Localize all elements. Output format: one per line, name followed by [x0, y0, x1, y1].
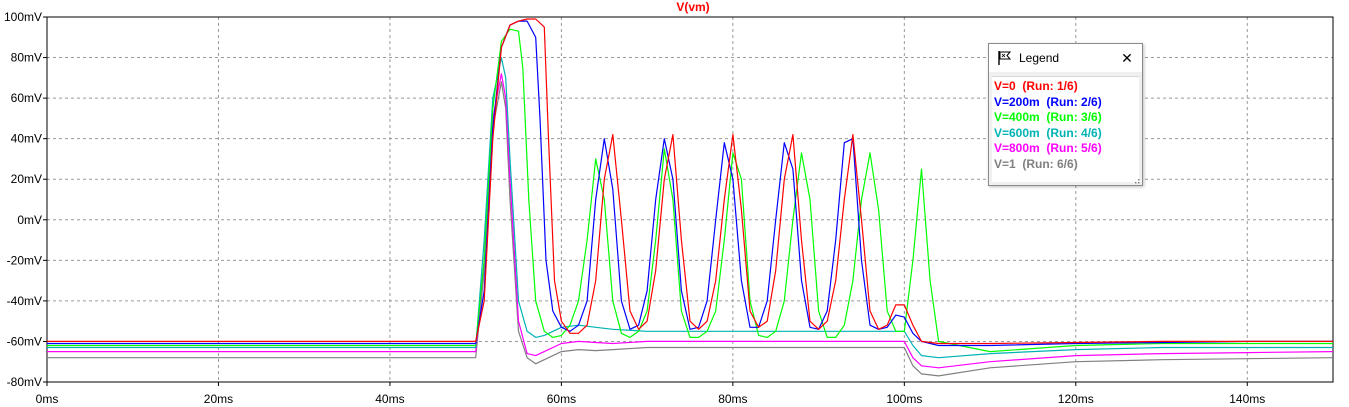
- x-tick-label: 100ms: [886, 392, 922, 406]
- y-tick-label: 40mV: [11, 132, 42, 146]
- x-tick-label: 20ms: [204, 392, 233, 406]
- series-line-V=400m: [47, 28, 1333, 353]
- legend-entry: V=200m (Run: 2/6): [994, 94, 1102, 109]
- x-tick-label: 60ms: [547, 392, 576, 406]
- y-tick-label: 20mV: [11, 172, 42, 186]
- chart-title: V(vm): [676, 0, 709, 14]
- close-icon[interactable]: ✕: [1118, 49, 1136, 67]
- y-tick-label: -80mV: [7, 375, 42, 389]
- series-line-V=600m: [47, 57, 1333, 359]
- y-axis-ticks: -80mV -60mV -40mV -20mV 0mV 20mV 40mV 60mV 80mV 1…: [4, 10, 47, 389]
- legend-entry: V=800m (Run: 5/6): [994, 141, 1102, 155]
- series-layer: [47, 18, 1334, 377]
- y-tick-label: -40mV: [7, 294, 42, 308]
- legend-entry: V=600m (Run: 4/6): [994, 125, 1102, 140]
- legend-titlebar[interactable]: Legend ✕: [989, 44, 1142, 72]
- x-tick-label: 120ms: [1058, 392, 1094, 406]
- y-tick-label: -60mV: [7, 334, 42, 348]
- x-tick-label: 0ms: [36, 392, 59, 406]
- x-tick-label: 140ms: [1229, 392, 1265, 406]
- legend-flag-icon: [998, 51, 1012, 65]
- legend-entry: V=400m (Run: 3/6): [994, 110, 1102, 124]
- legend-window[interactable]: Legend ✕ V=0 (Run: 1/6) V=200m (Run: 2/6)…: [988, 43, 1143, 186]
- y-tick-label: -20mV: [7, 253, 42, 267]
- legend-entries: V=0 (Run: 1/6) V=200m (Run: 2/6) V=400m (R…: [992, 76, 1139, 182]
- legend-entry: V=0 (Run: 1/6): [994, 79, 1078, 93]
- legend-title: Legend: [1019, 51, 1060, 65]
- x-tick-label: 40ms: [375, 392, 404, 406]
- plot-frame: [46, 16, 1334, 383]
- y-tick-label: 80mV: [11, 51, 42, 65]
- y-tick-label: 60mV: [11, 91, 42, 105]
- series-line-V=200m: [47, 20, 1333, 347]
- y-tick-label: 0mV: [17, 213, 42, 227]
- x-axis-ticks: 0ms 20ms 40ms 60ms 80ms 100ms 120ms 140ms: [36, 382, 1265, 406]
- series-line-V=0: [47, 18, 1333, 345]
- close-glyph: ✕: [1121, 49, 1133, 66]
- series-line-V=800m: [47, 73, 1334, 369]
- legend-entry: V=1 (Run: 6/6): [994, 156, 1078, 171]
- resize-grip-icon[interactable]: [1132, 176, 1140, 184]
- y-tick-label: 100mV: [4, 10, 42, 24]
- x-tick-label: 80ms: [718, 392, 747, 406]
- series-line-V=1: [47, 81, 1334, 377]
